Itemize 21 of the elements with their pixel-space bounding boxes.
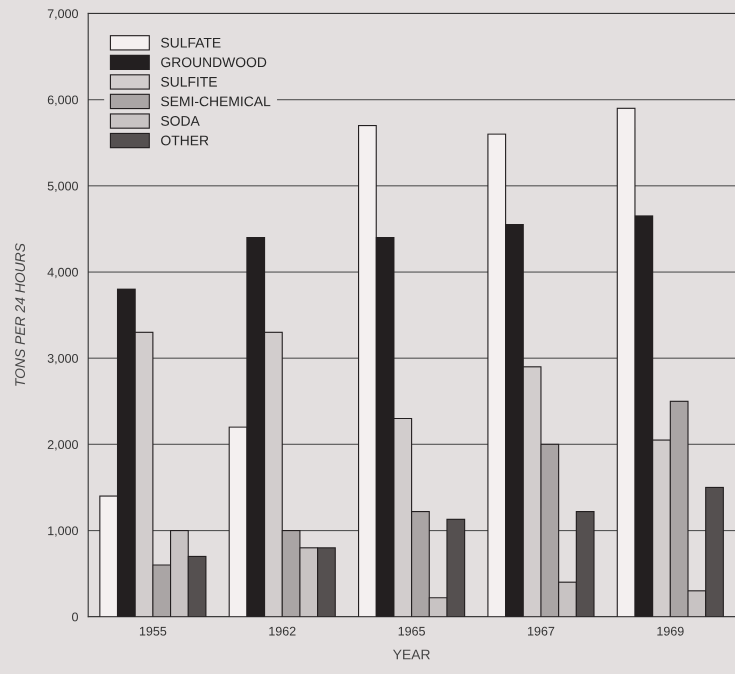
y-tick-label: 6,000 (48, 95, 78, 106)
x-axis-title: YEAR (392, 650, 430, 660)
legend-label: OTHER (161, 136, 208, 146)
y-tick-label: 2,000 (48, 440, 78, 450)
x-tick-label: 1967 (528, 626, 554, 636)
y-tick-label: 5,000 (48, 182, 78, 192)
x-tick-label: 1965 (398, 626, 425, 636)
y-tick-label: 4,000 (47, 268, 78, 278)
y-axis-title: TONS PER 24 HOURS (15, 243, 26, 386)
x-tick-label: 1969 (657, 626, 684, 636)
y-tick-label: 7,000 (48, 9, 78, 20)
legend-label: GROUNDWOOD (161, 57, 266, 68)
y-tick-label: 0 (72, 612, 78, 622)
y-tick-label: 1,000 (48, 526, 78, 537)
x-tick-label: 1962 (269, 626, 296, 636)
x-tick-label: 1955 (140, 626, 166, 636)
legend-label: SULFITE (161, 76, 217, 87)
legend-label: SODA (161, 116, 200, 126)
legend-label: SULFATE (161, 38, 221, 48)
y-tick-label: 3,000 (48, 354, 78, 364)
legend-label: SEMI-CHEMICAL (161, 96, 270, 106)
